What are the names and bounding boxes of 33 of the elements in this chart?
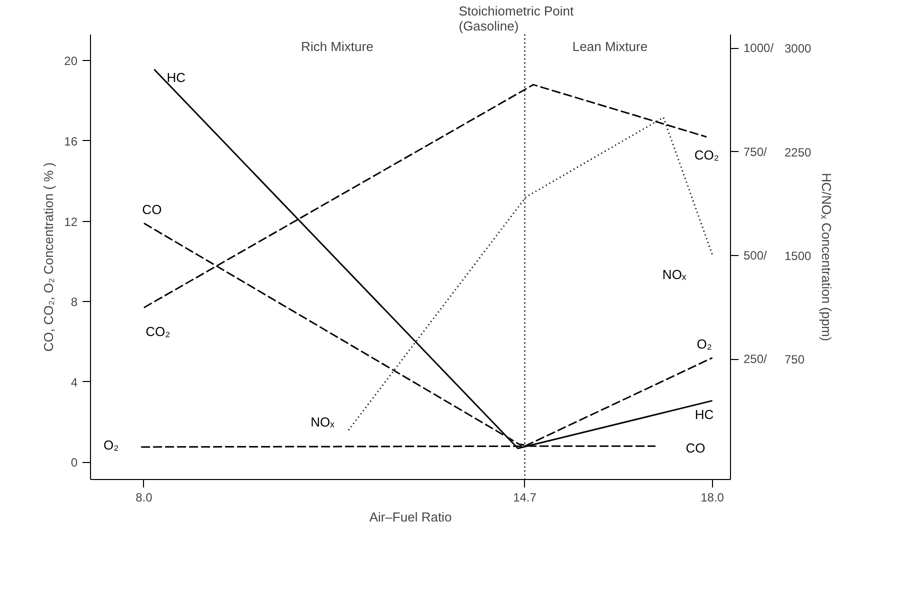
- text: CO₂: [146, 324, 170, 340]
- text: HC: [694, 407, 714, 422]
- annotation: Rich Mixture: [301, 39, 374, 54]
- y3-tick-label: 750: [784, 352, 805, 367]
- y-tick-label: 4: [70, 375, 78, 390]
- annotation: Lean Mixture: [572, 39, 648, 54]
- text: CO: [686, 440, 706, 456]
- x-tick-label: 14.7: [513, 490, 537, 504]
- y-tick-label: 12: [64, 214, 78, 229]
- x-tick-label: 8.0: [136, 490, 153, 504]
- y2-tick-label: 1000/: [744, 41, 774, 56]
- ref-line-label: Stoichiometric Point (Gasoline): [458, 4, 574, 34]
- x-tick-label: 18.0: [700, 490, 724, 504]
- series-label: O₂: [696, 336, 712, 352]
- y-axis-title: CO, CO₂, O₂ Concentration ( % ): [41, 162, 56, 352]
- text: O₂: [104, 437, 119, 452]
- text: NOₓ: [662, 267, 686, 282]
- y2-tick-label: 500/: [744, 248, 768, 263]
- series-label: CO: [142, 202, 162, 217]
- series-label: CO₂: [694, 147, 719, 162]
- y2-axis-title: HC/NOₓ Concentration (ppm): [819, 172, 834, 342]
- x-axis-title: Air–Fuel Ratio: [369, 510, 452, 524]
- y-tick-label: 20: [64, 54, 78, 68]
- y3-tick-label: 2250: [784, 145, 812, 160]
- series-label: NOₓ: [310, 414, 336, 430]
- y2-tick-label: 750/: [744, 144, 768, 159]
- y2-tick-label: 250/: [744, 352, 768, 366]
- y3-tick-label: 3000: [784, 42, 812, 56]
- y-tick-label: 16: [64, 134, 78, 148]
- y3-tick-label: 1500: [784, 249, 812, 264]
- series-label: HC: [166, 70, 186, 85]
- y-tick-label: 0: [70, 456, 78, 470]
- y-tick-label: 8: [70, 295, 78, 310]
